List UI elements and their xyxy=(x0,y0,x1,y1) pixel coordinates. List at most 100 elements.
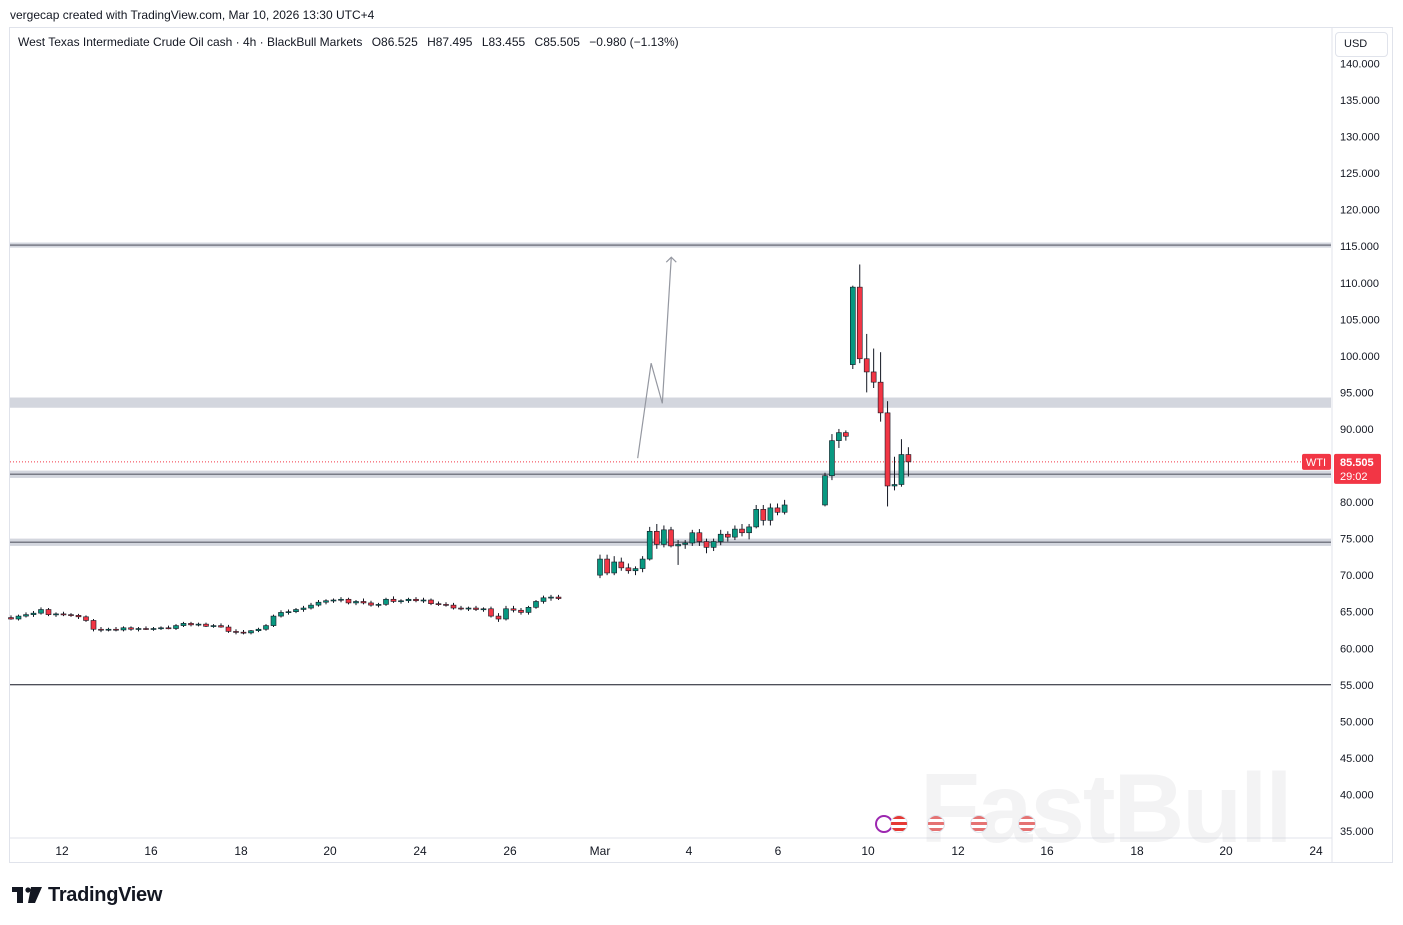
candle-body xyxy=(675,544,681,547)
candle-body xyxy=(248,630,254,634)
candle-body xyxy=(98,628,104,631)
candle-body xyxy=(682,542,689,545)
candle xyxy=(480,607,487,612)
us-flag-event-icon[interactable] xyxy=(927,815,945,833)
candle xyxy=(863,333,870,393)
candle xyxy=(38,607,44,615)
us-flag-event-icon[interactable] xyxy=(970,815,988,833)
candle-body xyxy=(473,607,479,610)
candle-body xyxy=(338,598,344,601)
candle-body xyxy=(696,532,703,542)
candle xyxy=(60,611,67,617)
price-tick-label: 100.000 xyxy=(1340,351,1380,363)
candle xyxy=(822,472,828,507)
candle-body xyxy=(767,507,774,521)
projection-line xyxy=(637,257,672,459)
candle-body xyxy=(781,504,788,513)
candle xyxy=(849,285,856,370)
candle xyxy=(639,556,646,573)
candle-body xyxy=(135,628,142,630)
candle xyxy=(891,456,898,491)
candle-body xyxy=(45,609,52,615)
candle-body xyxy=(843,432,849,437)
candle xyxy=(443,602,449,607)
candle-body xyxy=(278,612,284,617)
candle xyxy=(173,624,179,630)
price-tick-label: 120.000 xyxy=(1340,205,1380,217)
candle-body xyxy=(263,625,269,630)
time-tick-label: 26 xyxy=(503,844,517,858)
candle-body xyxy=(210,625,217,627)
candle-body xyxy=(8,617,14,620)
candle-body xyxy=(525,607,532,613)
candle xyxy=(668,526,674,548)
last-price-tag: WTI 85.505 29:02 xyxy=(1302,453,1381,484)
candle-body xyxy=(732,528,738,538)
candle-body xyxy=(300,607,307,610)
candle xyxy=(98,627,104,633)
price-tick-label: 115.000 xyxy=(1340,241,1379,253)
candle-body xyxy=(710,541,717,548)
support-resistance-zones xyxy=(10,242,1331,546)
candle-body xyxy=(870,371,877,383)
candle-body xyxy=(293,609,299,613)
candle xyxy=(225,624,232,633)
candle xyxy=(413,597,419,603)
price-tag-symbol-bg xyxy=(1302,453,1331,470)
chart-frame[interactable] xyxy=(9,27,1393,863)
candle xyxy=(836,428,842,448)
candle-body xyxy=(383,598,389,605)
candle xyxy=(368,600,374,607)
candle xyxy=(330,598,337,603)
candle-body xyxy=(413,598,419,602)
us-flag-event-icon[interactable] xyxy=(890,815,908,833)
time-tick-label: 4 xyxy=(686,844,693,858)
candle-body xyxy=(195,623,202,626)
price-tick-label: 105.000 xyxy=(1340,314,1380,326)
candle xyxy=(724,531,731,542)
candle-body xyxy=(53,613,59,616)
symbol-title[interactable]: West Texas Intermediate Crude Oil cash ·… xyxy=(18,35,363,49)
candle-body xyxy=(240,631,247,634)
tradingview-logo[interactable]: TradingView xyxy=(12,883,162,907)
candle xyxy=(195,622,202,627)
candle xyxy=(611,556,618,576)
candle-body xyxy=(270,615,277,626)
candle xyxy=(30,610,37,617)
candle xyxy=(255,627,262,633)
legend-high: H87.495 xyxy=(427,35,473,49)
candle xyxy=(263,624,269,631)
price-tick-label: 140.000 xyxy=(1340,58,1380,70)
candle xyxy=(870,348,877,389)
candle xyxy=(646,526,653,561)
candle-body xyxy=(398,600,404,603)
candle xyxy=(746,523,752,540)
candle-body xyxy=(611,561,618,574)
candle xyxy=(390,596,397,603)
time-tick-label: 24 xyxy=(413,844,427,858)
candle xyxy=(428,598,434,606)
candle xyxy=(540,595,547,604)
candle xyxy=(533,600,539,609)
candle-body xyxy=(618,561,625,569)
us-flag-event-icon[interactable] xyxy=(1018,815,1036,833)
candle xyxy=(465,606,472,611)
candle xyxy=(632,566,639,576)
price-tick-label: 130.000 xyxy=(1340,132,1380,144)
price-tick-label: 35.000 xyxy=(1340,826,1374,838)
candle-body xyxy=(632,568,639,572)
candle xyxy=(8,615,14,620)
candle-body xyxy=(188,623,194,626)
candle-body xyxy=(849,286,856,365)
candle xyxy=(120,626,127,632)
price-tick-label: 45.000 xyxy=(1340,753,1374,765)
candle-body xyxy=(753,509,760,528)
candle xyxy=(218,623,224,628)
currency-button[interactable]: USD xyxy=(1335,32,1388,57)
candle xyxy=(689,529,696,546)
candlesticks xyxy=(8,264,912,635)
candle xyxy=(300,605,307,612)
candle xyxy=(625,563,632,574)
candle-body xyxy=(120,627,127,631)
